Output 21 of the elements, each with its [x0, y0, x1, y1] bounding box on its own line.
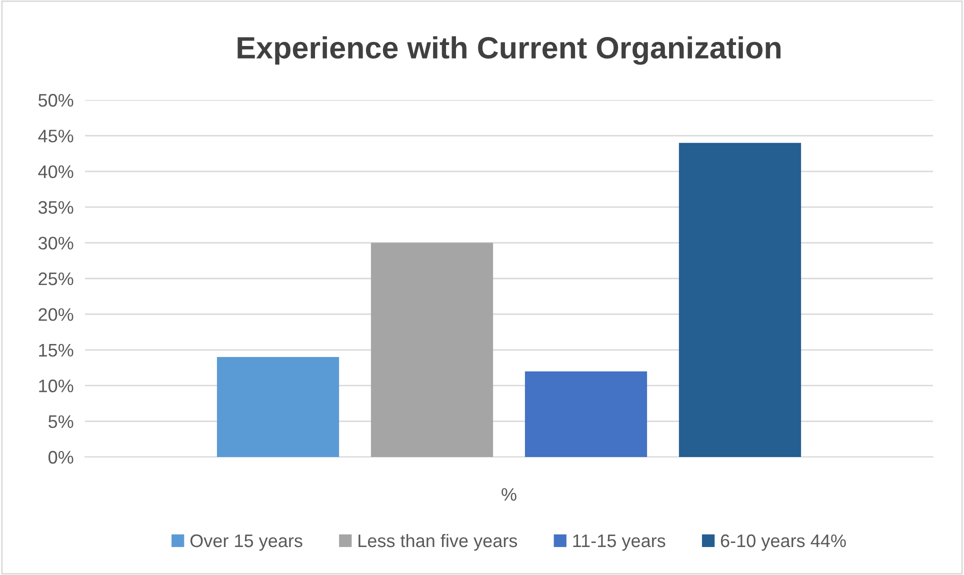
- y-tick-label: 30%: [38, 236, 74, 250]
- bar: [524, 371, 648, 457]
- y-tick-label: 50%: [38, 94, 74, 107]
- bar: [216, 357, 340, 457]
- legend-label: Over 15 years: [190, 534, 302, 551]
- legend-label: 11-15 years: [573, 534, 666, 551]
- y-tick-label: 15%: [39, 344, 74, 357]
- bar: [370, 242, 494, 457]
- y-tick-label: 10%: [39, 380, 74, 392]
- y-tick-label: 0%: [48, 450, 74, 464]
- x-tick-label: %: [502, 488, 516, 501]
- y-tick-label: 20%: [38, 308, 74, 321]
- legend-label: 6-10 years 44%: [720, 534, 846, 551]
- y-tick-label: 25%: [38, 272, 74, 286]
- y-tick-label: 40%: [38, 165, 74, 178]
- bar: [678, 142, 802, 457]
- legend-label: Less than five years: [358, 534, 518, 551]
- y-tick-label: 35%: [38, 201, 74, 214]
- y-tick-label: 45%: [38, 130, 74, 142]
- y-tick-label: 5%: [48, 415, 74, 428]
- chart-title: Experience with Current Organization: [238, 36, 780, 65]
